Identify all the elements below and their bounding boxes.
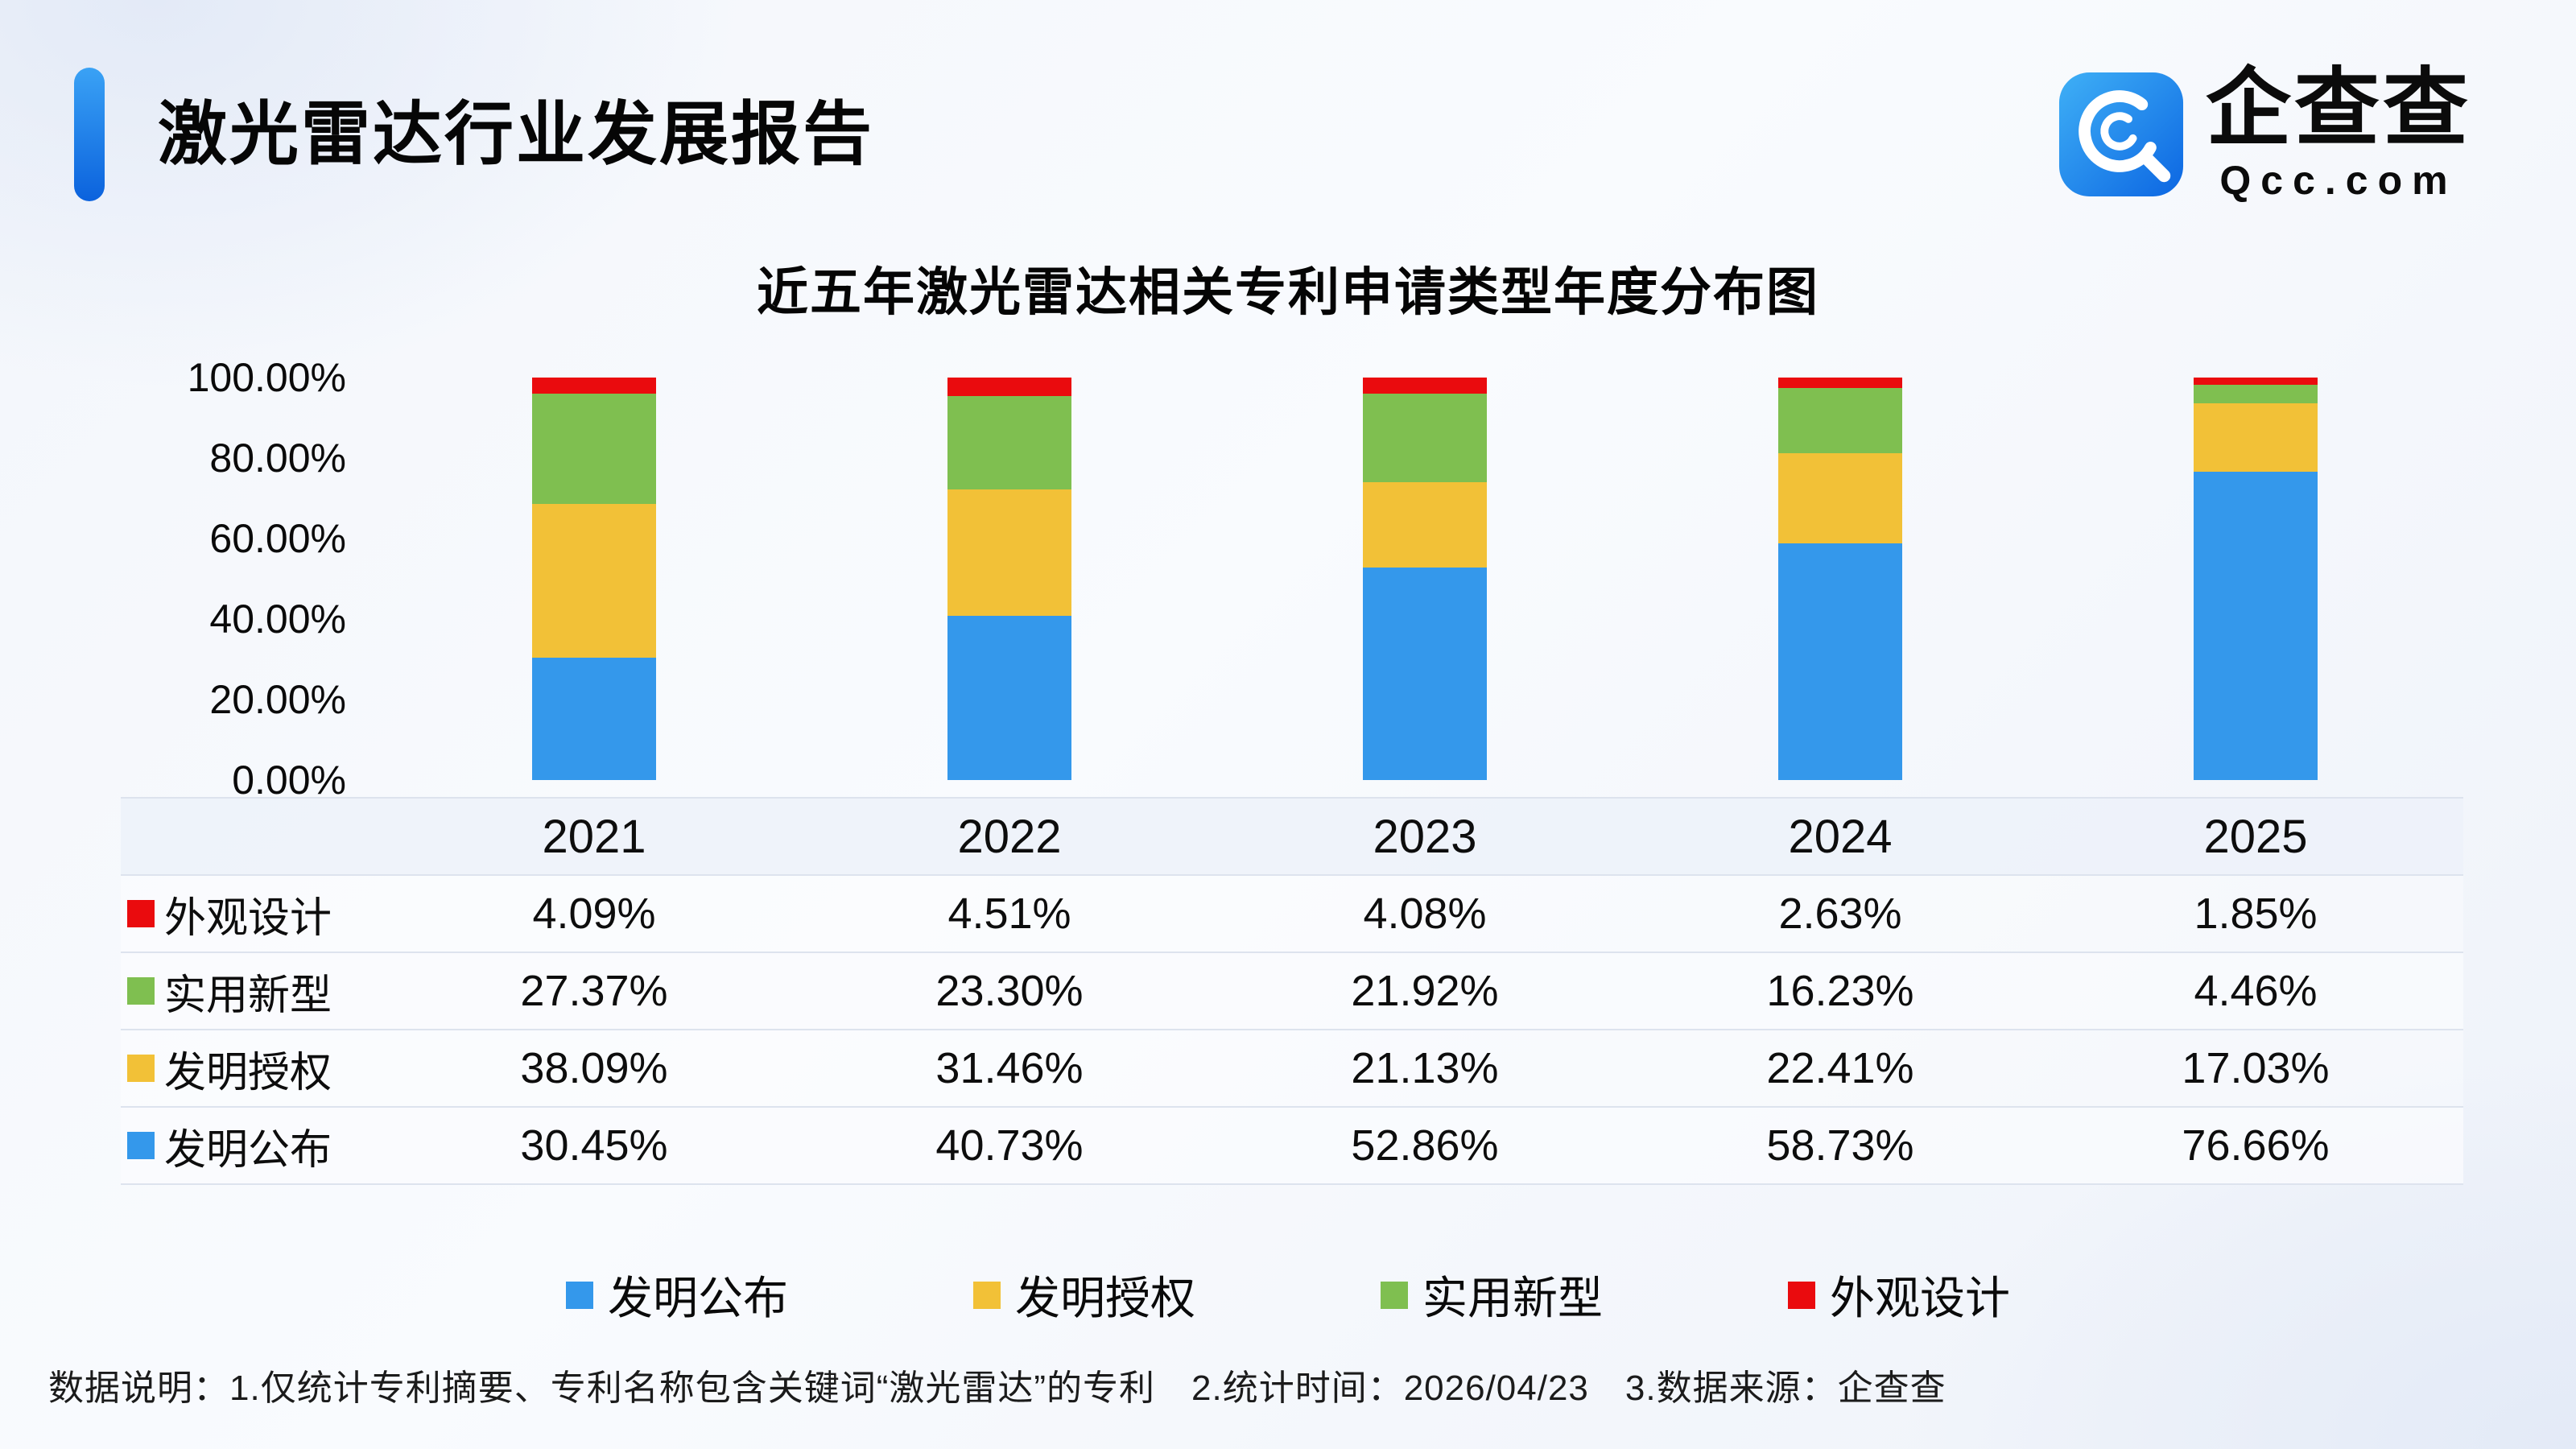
chart-title: 近五年激光雷达相关专利申请类型年度分布图 [757,263,1819,321]
table-value-cell: 27.37% [520,967,668,1015]
table-header-row: 2021 2022 2023 2024 2025 [121,797,2463,874]
table-row: 发明授权 38.09% 31.46% 21.13% 22.41% 17.03% [121,1029,2463,1106]
page-title: 激光雷达行业发展报告 [158,96,874,173]
table-row: 外观设计 4.09% 4.51% 4.08% 2.63% 1.85% [121,874,2463,952]
table-value-cell: 38.09% [520,1044,668,1092]
table-value-cell: 22.41% [1766,1044,1914,1092]
bar-column [1778,378,1902,780]
row-label-cell: 实用新型 [121,961,386,1022]
bar-segment [1363,567,1487,780]
table-row: 发明公布 30.45% 40.73% 52.86% 58.73% 76.66% [121,1106,2463,1185]
bar-segment [947,378,1071,396]
row-label: 发明授权 [164,1049,332,1096]
table-value-cell: 58.73% [1766,1121,1914,1170]
year-header-cell: 2023 [1373,810,1477,863]
table-value-cell: 76.66% [2182,1121,2330,1170]
row-label-cell: 外观设计 [121,884,386,944]
bar-segment [1778,378,1902,389]
legend-color-swatch [1788,1281,1815,1309]
legend-label: 实用新型 [1422,1273,1603,1323]
table-value-cell: 21.92% [1351,967,1499,1015]
bar-segment [532,394,656,505]
table-value-cell: 40.73% [935,1121,1084,1170]
y-axis-tick: 100.00% [187,355,346,400]
legend-label: 外观设计 [1830,1273,2010,1323]
table-value-cell: 52.86% [1351,1121,1499,1170]
legend-item: 发明公布 [566,1262,788,1327]
bar-segment [532,504,656,658]
legend-color-swatch [1381,1281,1408,1309]
legend-item: 实用新型 [1381,1262,1603,1327]
bar-segment [2194,471,2318,780]
qcc-logo-text: 企查查 Qcc.com [2206,64,2471,204]
y-axis-tick: 20.00% [209,677,346,722]
row-label: 外观设计 [164,894,332,942]
bar-column [1363,378,1487,780]
legend-label: 发明公布 [608,1273,788,1323]
y-axis-tick: 60.00% [209,516,346,561]
table-value-cell: 23.30% [935,967,1084,1015]
table-value-cell: 4.46% [2194,967,2318,1015]
y-axis: 100.00% 80.00% 60.00% 40.00% 20.00% 0.00% [32,357,346,800]
table-value-cell: 4.51% [947,890,1071,938]
row-label-cell: 发明授权 [121,1038,386,1099]
table-value-cell: 4.08% [1363,890,1487,938]
bar-segment [1778,453,1902,544]
table-value-cell: 17.03% [2182,1044,2330,1092]
row-label: 发明公布 [164,1126,332,1174]
table-value-cell: 4.09% [532,890,656,938]
legend-item: 外观设计 [1788,1262,2010,1327]
bar-segment [1363,481,1487,568]
legend: 发明公布 发明授权 实用新型 外观设计 [0,1262,2576,1327]
y-axis-tick: 80.00% [209,436,346,481]
data-table: 2021 2022 2023 2024 2025 外观设计 4.09% 4.51% 4.08% 2… [121,797,2463,1185]
series-color-swatch [127,1132,155,1159]
bar-column [947,378,1071,780]
table-value-cell: 21.13% [1351,1044,1499,1092]
qcc-logo-icon [2058,72,2184,196]
table-value-cell: 30.45% [520,1121,668,1170]
qcc-logo: 企查查 Qcc.com [2058,64,2471,204]
bar-segment [1778,388,1902,454]
bar-segment [532,378,656,394]
bar-segment [1363,378,1487,394]
bar-segment [1778,543,1902,780]
year-header-cell: 2025 [2203,810,2308,863]
y-axis-tick: 0.00% [232,758,346,803]
table-row: 实用新型 27.37% 23.30% 21.92% 16.23% 4.46% [121,952,2463,1029]
y-axis-tick: 40.00% [209,597,346,642]
series-color-swatch [127,977,155,1005]
plot-area [0,378,2576,780]
series-color-swatch [127,1055,155,1082]
bar-segment [532,657,656,780]
table-value-cell: 2.63% [1778,890,1902,938]
table-value-cell: 1.85% [2194,890,2318,938]
bar-column [2194,378,2318,780]
row-label: 实用新型 [164,972,332,1019]
bar-segment [2194,378,2318,386]
bar-segment [947,395,1071,490]
bar-segment [947,489,1071,617]
legend-color-swatch [973,1281,1001,1309]
bar-segment [1363,394,1487,482]
series-color-swatch [127,900,155,927]
year-header-cell: 2022 [957,810,1062,863]
qcc-logo-name: 企查查 [2206,61,2471,156]
year-header-cell: 2021 [542,810,646,863]
bar-segment [947,616,1071,780]
qcc-logo-domain: Qcc.com [2219,158,2458,204]
row-label-cell: 发明公布 [121,1116,386,1176]
title-accent-bar [74,68,105,201]
legend-label: 发明授权 [1015,1273,1195,1323]
year-header-cell: 2024 [1788,810,1893,863]
legend-item: 发明授权 [973,1262,1195,1327]
legend-color-swatch [566,1281,593,1309]
data-note: 数据说明：1.仅统计专利摘要、专利名称包含关键词“激光雷达”的专利 2.统计时间… [48,1368,1946,1408]
bar-segment [2194,402,2318,472]
bar-column [532,378,656,780]
table-value-cell: 31.46% [935,1044,1084,1092]
bar-segment [2194,385,2318,403]
table-value-cell: 16.23% [1766,967,1914,1015]
